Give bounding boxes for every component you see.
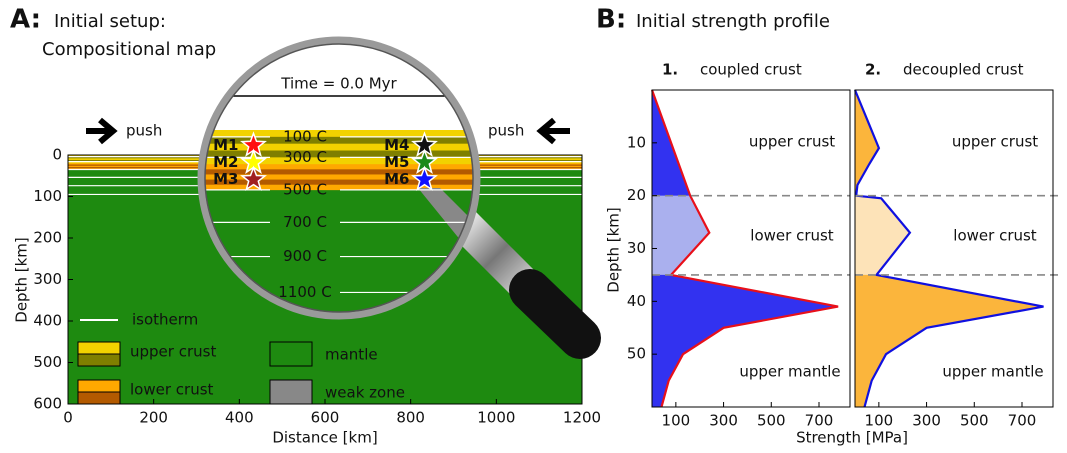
annotation: upper crust xyxy=(952,133,1038,151)
y-tick-label: 0 xyxy=(52,146,62,164)
y-tick-label: 500 xyxy=(33,353,62,371)
x-tick-label: 100 xyxy=(662,412,691,430)
panel-subtitle: Compositional map xyxy=(42,39,216,60)
y-tick-label: 100 xyxy=(33,187,62,205)
annotation: lower crust xyxy=(750,227,834,245)
legend-swatch xyxy=(270,342,312,366)
push-arrow xyxy=(86,120,113,142)
marker-label: M2 xyxy=(213,153,238,171)
crust-band xyxy=(200,164,480,169)
y-tick-label: 600 xyxy=(33,395,62,413)
crust-band xyxy=(200,151,480,158)
crust-band xyxy=(200,144,480,151)
x-tick-label: 300 xyxy=(912,412,941,430)
y-tick-label: 30 xyxy=(627,239,646,257)
x-tick-label: 600 xyxy=(311,409,340,427)
y-tick-label: 20 xyxy=(627,186,646,204)
x-tick-label: 500 xyxy=(960,412,989,430)
zoom-title: Time = 0.0 Myr xyxy=(280,75,397,93)
chart-number: 1. xyxy=(662,61,678,79)
isotherm-label: 1100 C xyxy=(278,283,331,301)
y-tick-label: 300 xyxy=(33,270,62,288)
annotation: lower crust xyxy=(953,227,1037,245)
crust-band xyxy=(200,130,480,137)
x-tick-label: 700 xyxy=(1008,412,1037,430)
marker-label: M3 xyxy=(213,170,238,188)
crust-band xyxy=(200,169,480,174)
chart-title: decoupled crust xyxy=(903,61,1024,79)
legend-swatch xyxy=(78,342,120,354)
x-tick-label: 400 xyxy=(225,409,254,427)
marker-label: M6 xyxy=(384,170,409,188)
marker-label: M4 xyxy=(384,136,409,154)
y-tick-label: 10 xyxy=(627,133,646,151)
legend-label: mantle xyxy=(325,346,378,364)
x-tick-label: 100 xyxy=(865,412,894,430)
x-tick-label: 800 xyxy=(396,409,425,427)
push-label: push xyxy=(488,122,524,140)
y-tick-label: 200 xyxy=(33,229,62,247)
isotherm-label: 500 C xyxy=(283,180,327,198)
push-arrow xyxy=(541,120,570,142)
legend-label: upper crust xyxy=(130,343,216,361)
legend-swatch xyxy=(270,380,312,404)
x-tick-label: 300 xyxy=(709,412,738,430)
legend-label: weak zone xyxy=(325,384,405,402)
marker-label: M1 xyxy=(213,136,238,154)
annotation: upper mantle xyxy=(942,363,1043,381)
x-tick-label: 0 xyxy=(63,409,73,427)
legend-swatch xyxy=(78,354,120,366)
legend-label: lower crust xyxy=(130,381,214,399)
panel-title: Initial strength profile xyxy=(636,11,830,32)
legend-swatch xyxy=(78,380,120,392)
crust-band xyxy=(200,180,480,185)
chart-title: coupled crust xyxy=(700,61,802,79)
x-tick-label: 1200 xyxy=(563,409,601,427)
x-tick-label: 200 xyxy=(139,409,168,427)
y-tick-label: 400 xyxy=(33,312,62,330)
x-axis-label: Strength [MPa] xyxy=(796,429,908,447)
push-label: push xyxy=(126,122,162,140)
panel-label: B: xyxy=(596,5,626,35)
panel-label: A: xyxy=(10,5,41,35)
isotherm-label: 300 C xyxy=(283,148,327,166)
x-tick-label: 500 xyxy=(757,412,786,430)
x-axis-label: Distance [km] xyxy=(272,429,377,447)
crust-band xyxy=(200,137,480,144)
annotation: upper mantle xyxy=(739,363,840,381)
isotherm-label: 900 C xyxy=(283,247,327,265)
marker-label: M5 xyxy=(384,153,409,171)
isotherm-label: 700 C xyxy=(283,213,327,231)
y-axis-label: Depth [km] xyxy=(605,207,623,292)
legend-swatch xyxy=(78,392,120,404)
annotation: upper crust xyxy=(749,133,835,151)
y-tick-label: 50 xyxy=(627,345,646,363)
chart-number: 2. xyxy=(865,61,881,79)
y-axis-label: Depth [km] xyxy=(13,237,31,322)
y-tick-label: 40 xyxy=(627,292,646,310)
panel-title: Initial setup: xyxy=(54,11,166,32)
legend-label: isotherm xyxy=(132,311,198,329)
isotherm-label: 100 C xyxy=(283,127,327,145)
x-tick-label: 1000 xyxy=(477,409,515,427)
x-tick-label: 700 xyxy=(805,412,834,430)
figure: A: Initial setup: Compositional map B: I… xyxy=(0,0,1067,453)
